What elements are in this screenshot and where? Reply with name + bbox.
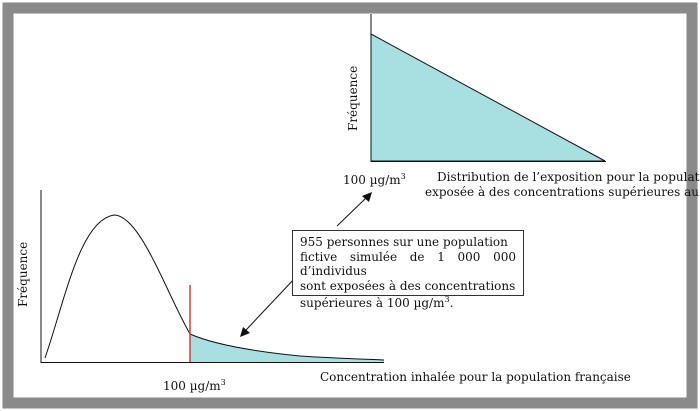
tail-area	[190, 334, 384, 362]
threshold-label-text: 100 µg/m	[163, 379, 221, 393]
inset-y-axis-label: Fréquence	[346, 65, 360, 131]
inset-x-tick-text: 100 µg/m	[343, 173, 401, 187]
arrow-to-tail-icon	[240, 276, 297, 337]
annotation-line-4: supérieures à 100 µg/m3.	[300, 293, 516, 311]
annotation-line-4-end: .	[449, 296, 454, 310]
annotation-line-4-text: supérieures à 100 µg/m	[300, 296, 445, 310]
distribution-curve	[44, 214, 385, 361]
inset-caption-line2: exposée à des concentrations supérieures…	[425, 185, 700, 199]
arrow-to-inset-icon	[336, 192, 372, 227]
inset-x-tick-label: 100 µg/m3	[343, 170, 406, 187]
inset-distribution-area	[370, 33, 606, 162]
annotation-box: 955 personnes sur une population fictive…	[292, 230, 524, 310]
threshold-label-sup: 3	[220, 378, 226, 387]
inset-caption-line1: Distribution de l’exposition pour la pop…	[437, 170, 700, 184]
threshold-label: 100 µg/m3	[163, 376, 226, 393]
inset-x-tick-sup: 3	[400, 172, 406, 181]
main-x-axis-label: Concentration inhalée pour la population…	[320, 370, 631, 384]
annotation-line-3: sont exposées à des concentrations	[300, 278, 516, 293]
annotation-line-2: fictive simulée de 1 000 000 d’individus	[300, 249, 516, 279]
annotation-line-4-sup: 3	[444, 295, 450, 304]
annotation-line-1: 955 personnes sur une population	[300, 235, 508, 249]
main-y-axis-label: Fréquence	[16, 241, 30, 307]
